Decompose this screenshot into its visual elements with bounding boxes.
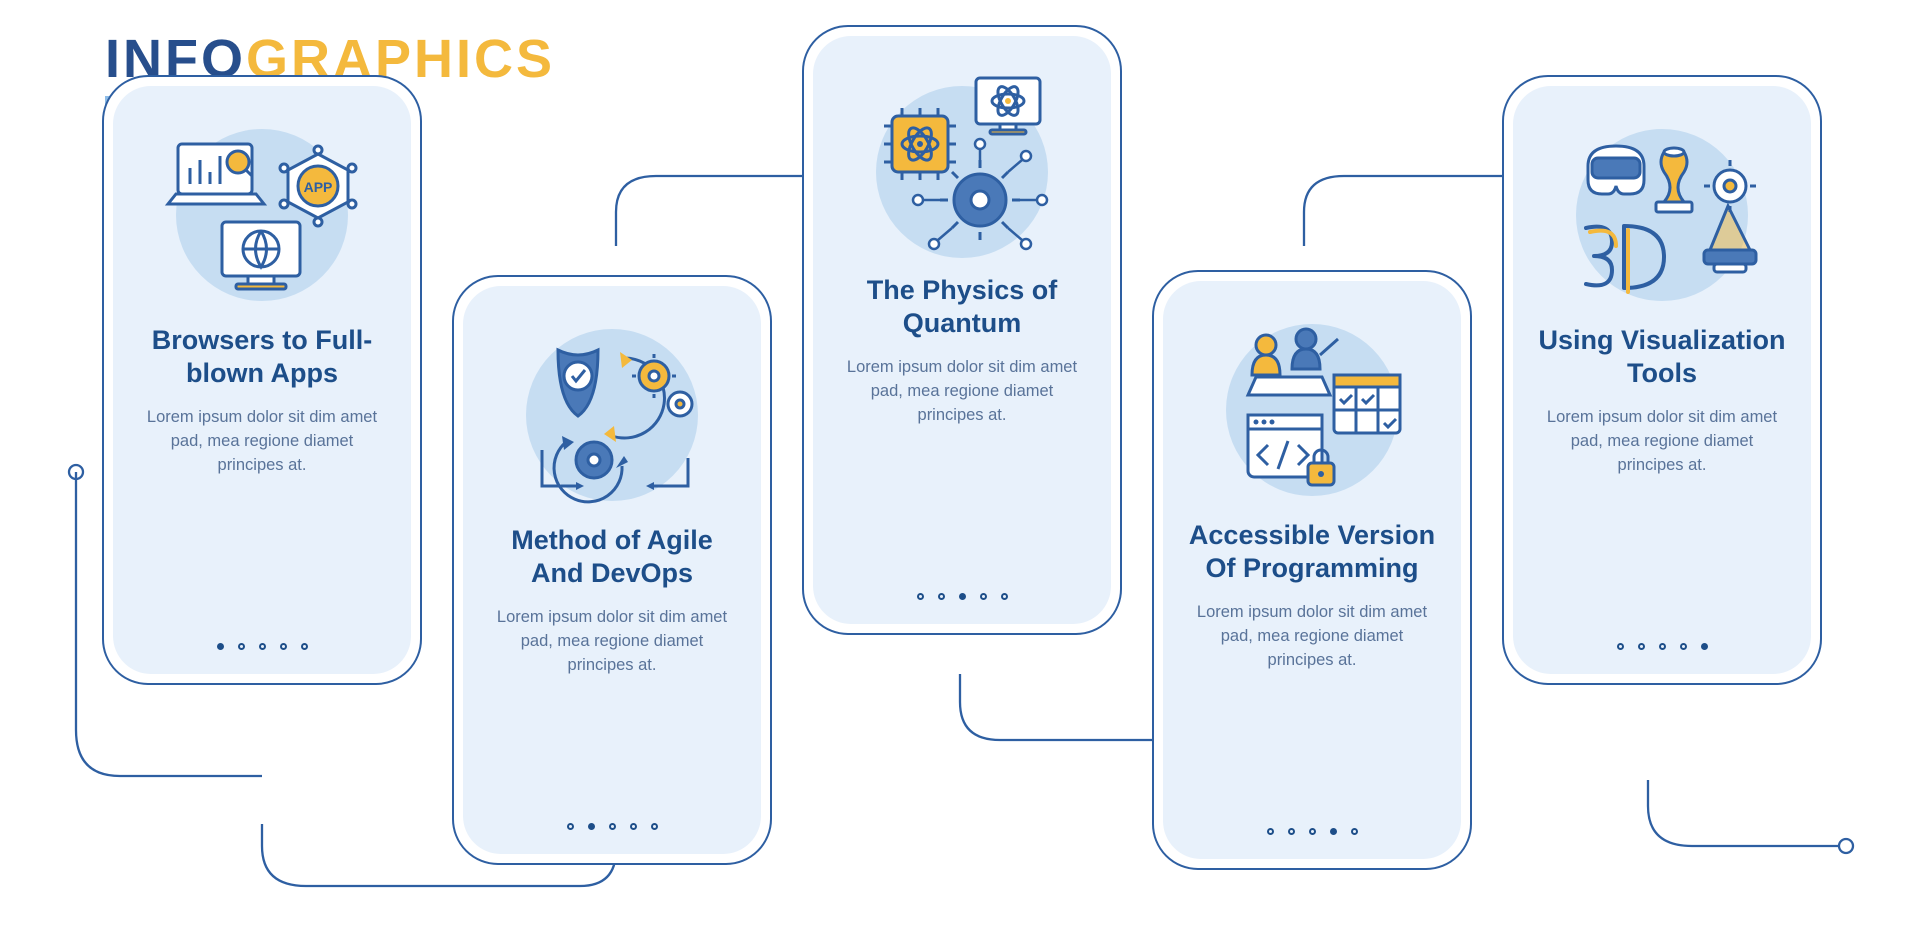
card-col-1: APP: [102, 165, 422, 775]
card-col-4: Accessible Version Of Programming Lorem …: [1152, 170, 1472, 770]
card-inner: Method of Agile And DevOps Lorem ipsum d…: [463, 286, 761, 854]
dot: [651, 823, 658, 830]
dot: [567, 823, 574, 830]
visualization-icon: [1552, 110, 1772, 310]
dots-indicator: [567, 823, 658, 830]
card-3: The Physics of Quantum Lorem ipsum dolor…: [802, 25, 1122, 635]
dot: [917, 593, 924, 600]
card-inner: The Physics of Quantum Lorem ipsum dolor…: [813, 36, 1111, 624]
dot: [1351, 828, 1358, 835]
dots-indicator: [217, 643, 308, 650]
quantum-icon: [852, 60, 1072, 260]
dot: [1330, 828, 1337, 835]
browsers-apps-icon: APP: [152, 110, 372, 310]
agile-devops-icon: [502, 310, 722, 510]
card-inner: APP: [113, 86, 411, 674]
card-body: Lorem ipsum dolor sit dim amet pad, mea …: [1535, 406, 1789, 478]
dot: [1267, 828, 1274, 835]
dot: [1659, 643, 1666, 650]
card-col-2: Method of Agile And DevOps Lorem ipsum d…: [452, 175, 772, 765]
cards-row: APP: [102, 60, 1822, 880]
dot: [609, 823, 616, 830]
dot: [1680, 643, 1687, 650]
dot: [1288, 828, 1295, 835]
card-title: Using Visualization Tools: [1535, 324, 1789, 390]
card-body: Lorem ipsum dolor sit dim amet pad, mea …: [135, 406, 389, 478]
dot: [217, 643, 224, 650]
dot: [630, 823, 637, 830]
card-body: Lorem ipsum dolor sit dim amet pad, mea …: [1185, 601, 1439, 673]
dot: [280, 643, 287, 650]
dot: [938, 593, 945, 600]
dots-indicator: [1617, 643, 1708, 650]
card-5: Using Visualization Tools Lorem ipsum do…: [1502, 75, 1822, 685]
dot: [1309, 828, 1316, 835]
dot: [588, 823, 595, 830]
dot: [1638, 643, 1645, 650]
card-title: Browsers to Full-blown Apps: [135, 324, 389, 390]
dot: [1001, 593, 1008, 600]
card-col-3: The Physics of Quantum Lorem ipsum dolor…: [802, 165, 1122, 775]
dot: [980, 593, 987, 600]
card-title: The Physics of Quantum: [835, 274, 1089, 340]
accessible-code-icon: [1202, 305, 1422, 505]
dots-indicator: [917, 593, 1008, 600]
card-1: APP: [102, 75, 422, 685]
dot: [1701, 643, 1708, 650]
dot: [1617, 643, 1624, 650]
card-2: Method of Agile And DevOps Lorem ipsum d…: [452, 275, 772, 865]
dot: [959, 593, 966, 600]
dot: [238, 643, 245, 650]
card-body: Lorem ipsum dolor sit dim amet pad, mea …: [835, 356, 1089, 428]
dot: [259, 643, 266, 650]
card-inner: Using Visualization Tools Lorem ipsum do…: [1513, 86, 1811, 674]
card-title: Method of Agile And DevOps: [485, 524, 739, 590]
svg-text:APP: APP: [304, 179, 333, 195]
dots-indicator: [1267, 828, 1358, 835]
card-4: Accessible Version Of Programming Lorem …: [1152, 270, 1472, 870]
card-title: Accessible Version Of Programming: [1185, 519, 1439, 585]
dot: [301, 643, 308, 650]
card-inner: Accessible Version Of Programming Lorem …: [1163, 281, 1461, 859]
card-col-5: Using Visualization Tools Lorem ipsum do…: [1502, 165, 1822, 775]
card-body: Lorem ipsum dolor sit dim amet pad, mea …: [485, 606, 739, 678]
